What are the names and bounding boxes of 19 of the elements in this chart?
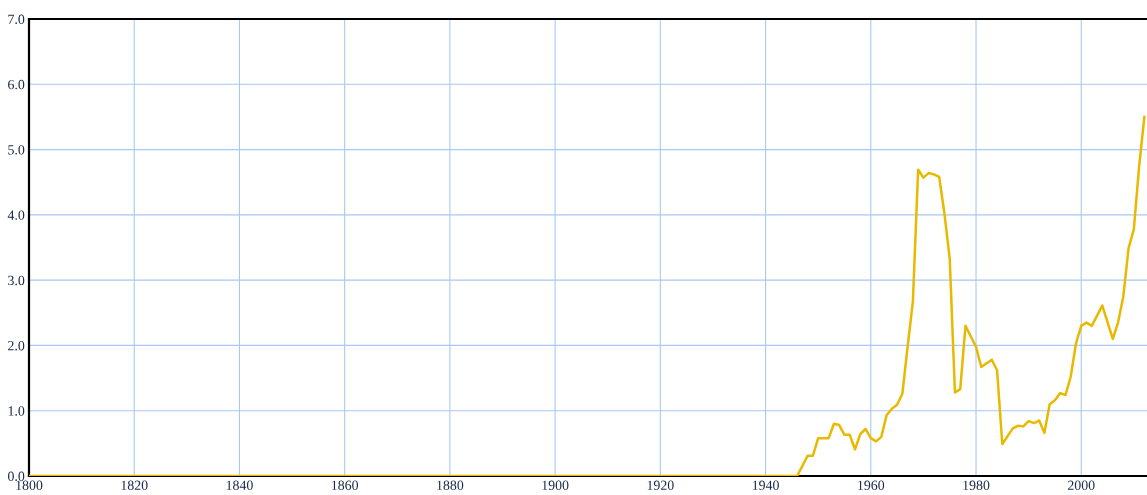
x-tick-label: 1960 (858, 480, 885, 490)
y-tick-label: 3.0 (8, 275, 25, 286)
x-tick-label: 1880 (437, 480, 464, 490)
x-tick-label: 1800 (16, 480, 43, 490)
x-tick-label: 1900 (542, 480, 569, 490)
x-tick-label: 1820 (121, 480, 148, 490)
y-tick-label: 1.0 (8, 406, 25, 416)
x-tick-label: 2000 (1067, 480, 1095, 490)
y-tick-label: 2.0 (8, 341, 25, 351)
y-tick-label: 4.0 (7, 210, 25, 220)
x-tick-label: 1860 (332, 480, 359, 490)
y-tick-label: 7.0 (8, 14, 25, 25)
y-tick-label: 6.0 (8, 79, 25, 90)
y-tick-label: 0.0 (8, 471, 25, 482)
x-tick-label: 1840 (226, 480, 253, 490)
x-tick-label: 1920 (647, 480, 674, 490)
x-tick-label: 1980 (963, 480, 990, 490)
y-tick-label: 5.0 (8, 145, 25, 155)
x-tick-label: 1940 (752, 480, 779, 490)
